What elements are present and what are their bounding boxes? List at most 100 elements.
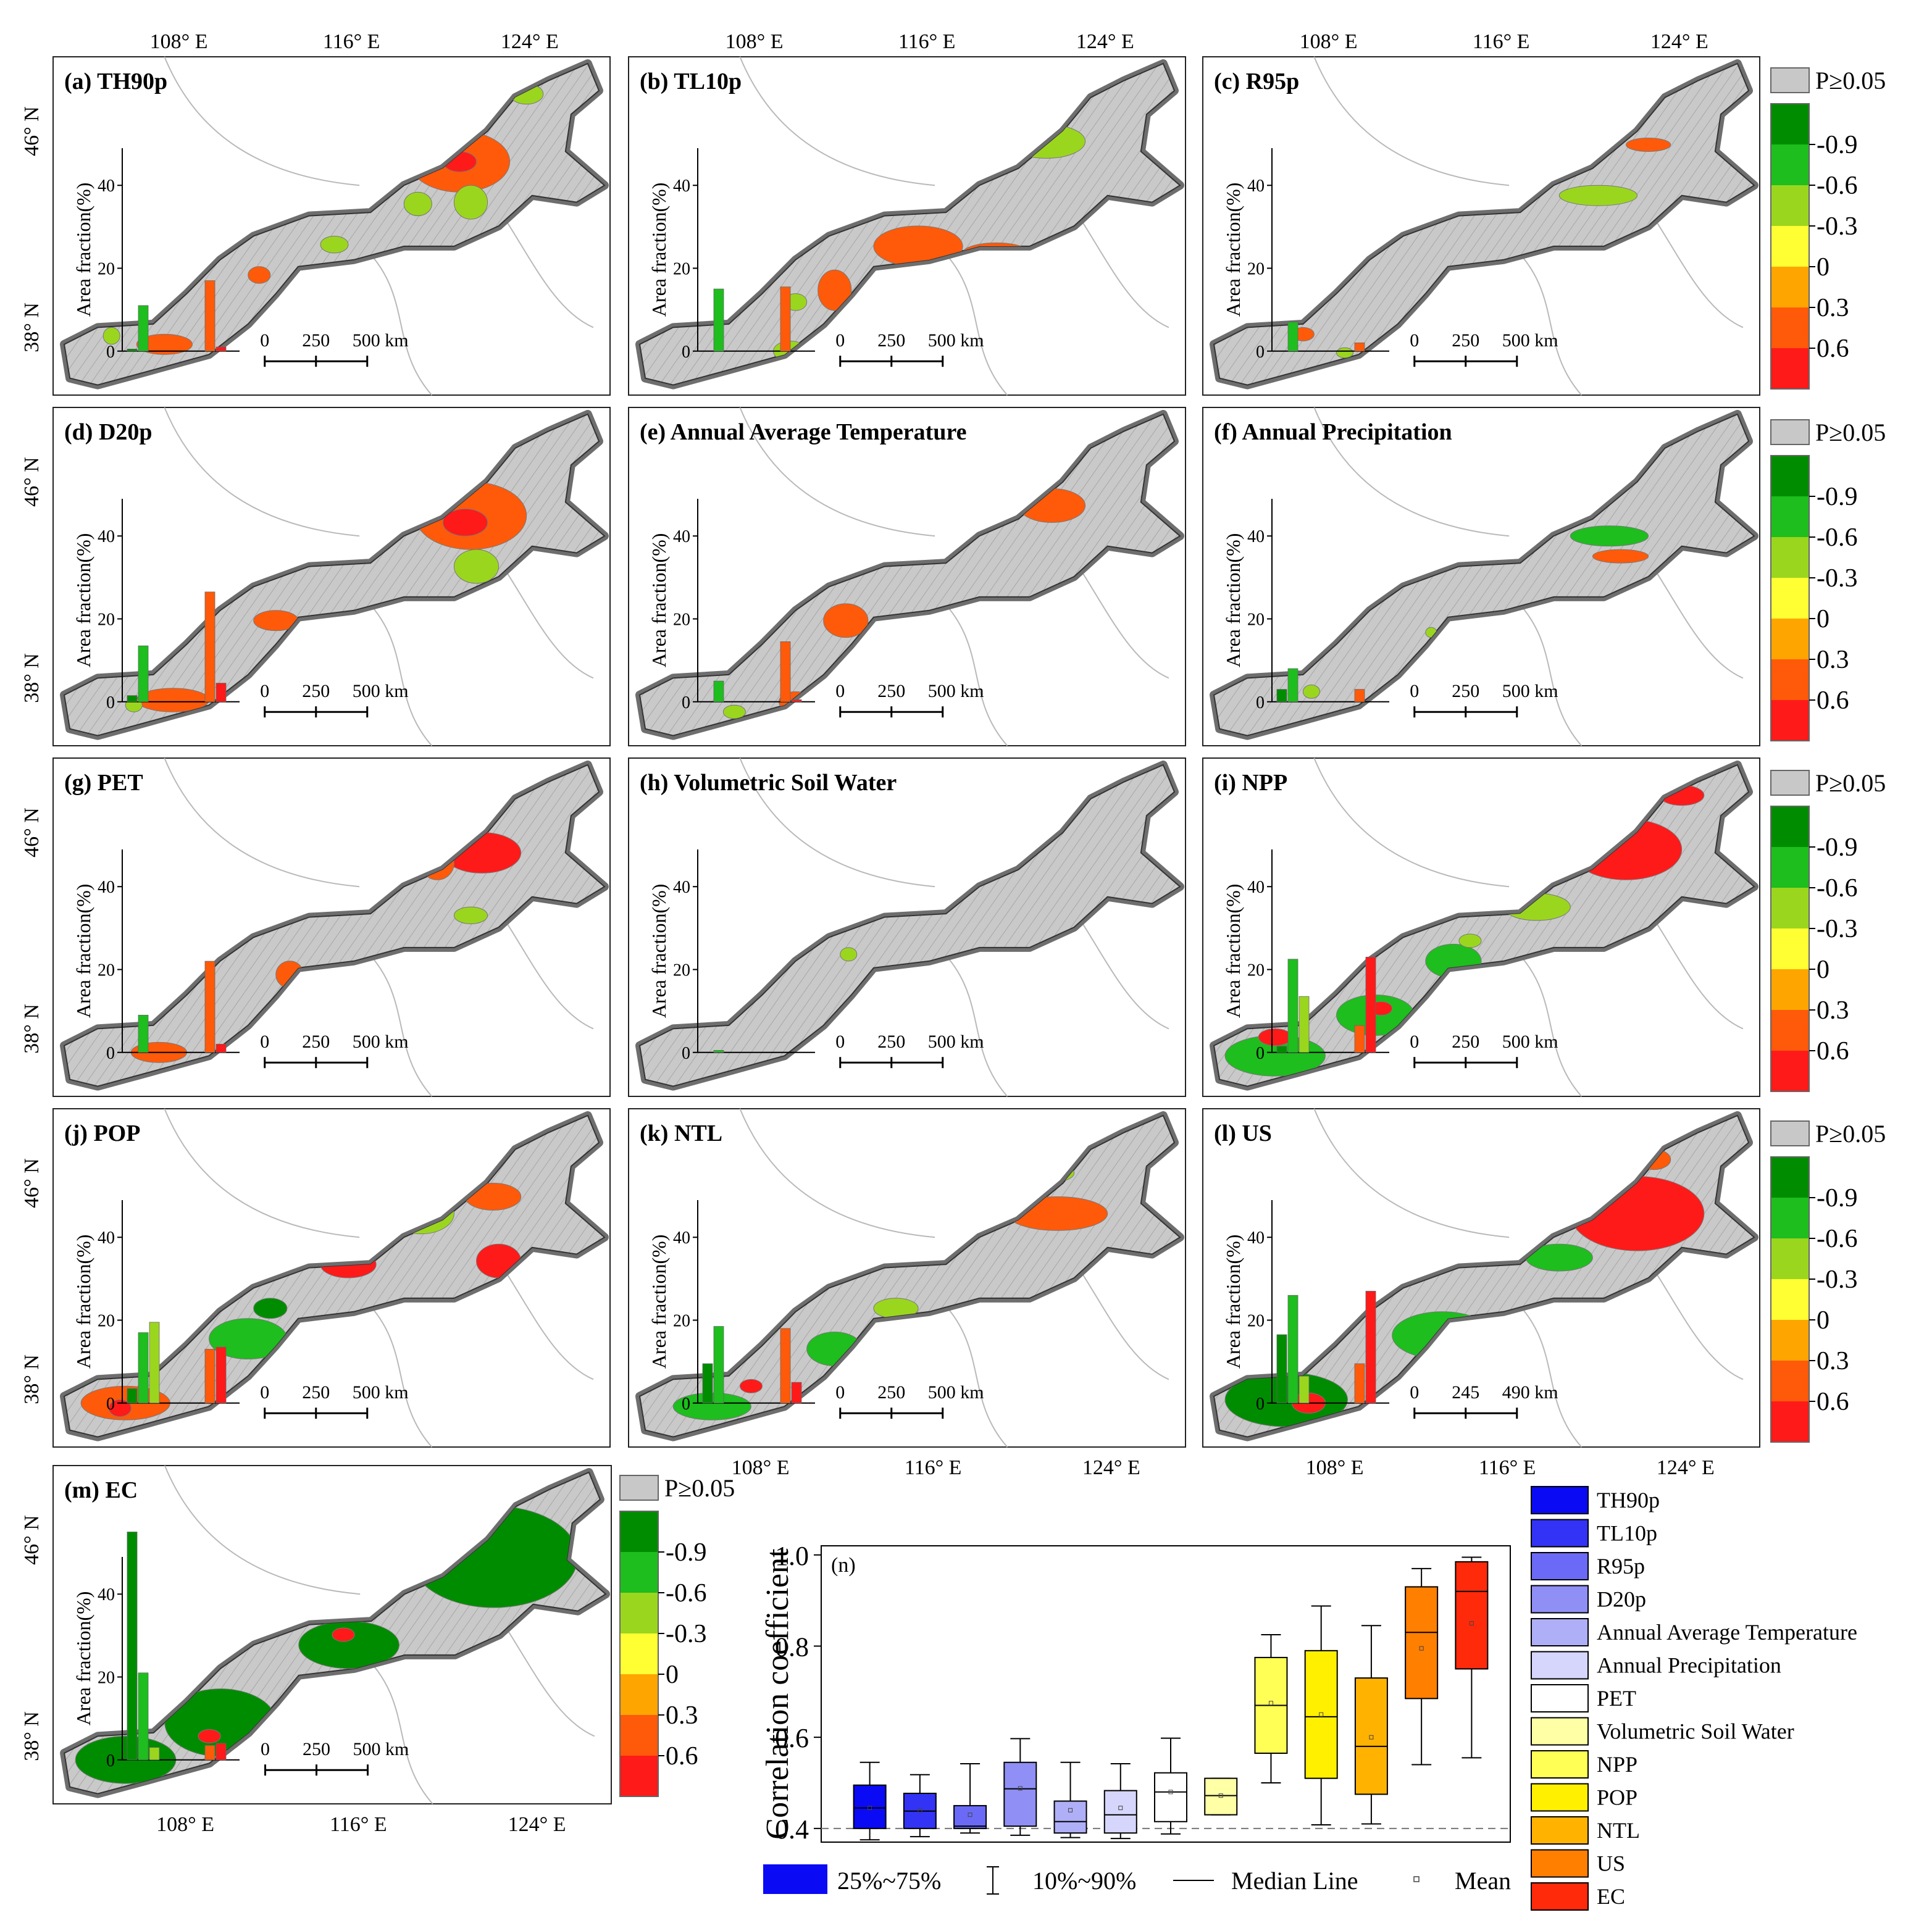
significant-patch: [1458, 933, 1482, 948]
inset-bar: [204, 1745, 215, 1761]
inset-tick-label: 40: [98, 177, 115, 196]
inset-tick-label: 0: [106, 1751, 115, 1771]
lat-tick-label: 38° N: [20, 1354, 43, 1404]
panel-title: (f) Annual Precipitation: [1214, 419, 1452, 445]
inset-ylabel: Area fraction(%): [648, 183, 670, 317]
legend-tick-label: -0.6: [1817, 172, 1858, 200]
lat-tick-label: 46° N: [20, 1158, 43, 1208]
legend-color-band: [620, 1633, 658, 1674]
legend-color-band: [1771, 1401, 1809, 1442]
legend-color-band: [620, 1674, 658, 1715]
inset-bar: [1287, 1295, 1298, 1404]
scale-label: 500 km: [353, 681, 409, 701]
inset-bar: [1287, 959, 1298, 1053]
legend-tick-label: 0.6: [1817, 1037, 1849, 1066]
box-iqr: [1204, 1777, 1238, 1816]
boundary-lines: [164, 1465, 595, 1804]
inset-tick-label: 20: [98, 1312, 115, 1331]
series-legend-label: US: [1597, 1851, 1625, 1876]
mean-marker: [918, 1808, 922, 1812]
boundary-lines: [1313, 757, 1744, 1097]
legend-color-band: [1771, 1320, 1809, 1361]
scale-label: 500 km: [928, 1032, 984, 1052]
scale-label: 500 km: [353, 1739, 409, 1759]
significant-patch: [442, 508, 488, 536]
inset-bar: [713, 1326, 724, 1404]
scale-bar: 0 250 500 km: [260, 330, 409, 367]
lat-tick-label: 38° N: [20, 302, 43, 352]
legend-color-band: [1771, 1051, 1809, 1091]
inset-tick-label: 0: [1256, 1044, 1265, 1063]
legend-insignificant-label: P≥0.05: [1815, 769, 1886, 797]
lon-tick-label: 116° E: [898, 30, 956, 53]
boundary-lines: [164, 56, 594, 396]
inset-tick-label: 0: [1256, 343, 1265, 362]
series-legend-swatch: [1531, 1651, 1589, 1680]
inset-tick-label: 40: [673, 1228, 690, 1248]
legend-color-band: [1771, 348, 1809, 389]
mean-marker: [1369, 1735, 1374, 1740]
boxplot-ytick-label: 0.6: [775, 1723, 809, 1753]
scale-label: 0: [835, 330, 845, 351]
mean-marker: [1469, 1621, 1474, 1626]
inset-bar: [204, 280, 215, 352]
inset-tick-label: 40: [1247, 177, 1265, 196]
series-legend-label: NPP: [1597, 1752, 1637, 1777]
graticule-labels: 108° E 116° E 124° E 108° E 116° E 124° E 108°…: [20, 30, 1715, 1836]
significant-patch: [332, 1627, 355, 1642]
lat-tick-label: 46° N: [20, 807, 43, 857]
inset-tick-label: 20: [1247, 961, 1265, 980]
legend-frame: [1770, 103, 1810, 390]
panel-title: (l) US: [1214, 1120, 1272, 1146]
lon-tick-label: 108° E: [156, 1813, 214, 1836]
color-legend: P≥0.05 -0.9 -0.6 -0.3 0 0.3 0.6: [1770, 769, 1886, 1092]
boundary-lines: [1313, 407, 1744, 746]
boundary-lines: [739, 757, 1169, 1097]
box-iqr: [1154, 1772, 1187, 1822]
inset-bar: [1354, 1025, 1365, 1053]
inset-bar: [1287, 668, 1298, 703]
inset-tick-label: 0: [682, 1395, 690, 1414]
legend-frame: [1770, 806, 1810, 1092]
inset-tick-label: 40: [98, 527, 115, 546]
inset-bar: [215, 1346, 227, 1404]
inset-bar: [1287, 322, 1298, 352]
legend-color-band: [1771, 928, 1809, 969]
panel-title: (c) R95p: [1214, 69, 1299, 94]
scale-label: 0: [260, 681, 269, 701]
scale-label: 250: [302, 681, 330, 701]
scale-label: 500 km: [1502, 681, 1558, 701]
inset-bar: [1276, 689, 1287, 703]
legend-insignificant-swatch: [1770, 67, 1810, 93]
inset-bar: [138, 305, 149, 352]
legend-tick-label: 0.3: [1817, 646, 1849, 674]
inset-tick-label: 0: [1256, 693, 1265, 712]
legend-tick-label: -0.6: [1817, 874, 1858, 903]
scale-label: 250: [1452, 681, 1479, 701]
scale-label: 250: [302, 330, 330, 351]
scale-label: 0: [1410, 330, 1419, 351]
lon-tick-label: 116° E: [330, 1813, 387, 1836]
legend-tick-label: 0.6: [1817, 1388, 1849, 1416]
lat-tick-label: 38° N: [20, 1004, 43, 1054]
mean-marker: [1068, 1808, 1073, 1812]
lon-tick-label: 116° E: [1473, 30, 1530, 53]
panel-title: (g) PET: [64, 770, 143, 796]
series-legend-label: POP: [1597, 1785, 1637, 1810]
lat-tick-label: 46° N: [20, 106, 43, 156]
legend-color-band: [1771, 578, 1809, 619]
significant-patch: [722, 704, 746, 719]
boxplot-ytick-label: 0.8: [775, 1632, 809, 1662]
legend-color-band: [1771, 969, 1809, 1010]
significant-patch: [453, 185, 488, 220]
legend-color-band: [1771, 104, 1809, 144]
lon-tick-label: 124° E: [1076, 30, 1134, 53]
scale-label: 245: [1452, 1382, 1479, 1403]
lon-tick-label: 124° E: [1650, 30, 1708, 53]
legend-tick-label: -0.9: [1817, 483, 1858, 511]
box: [953, 1762, 987, 1834]
